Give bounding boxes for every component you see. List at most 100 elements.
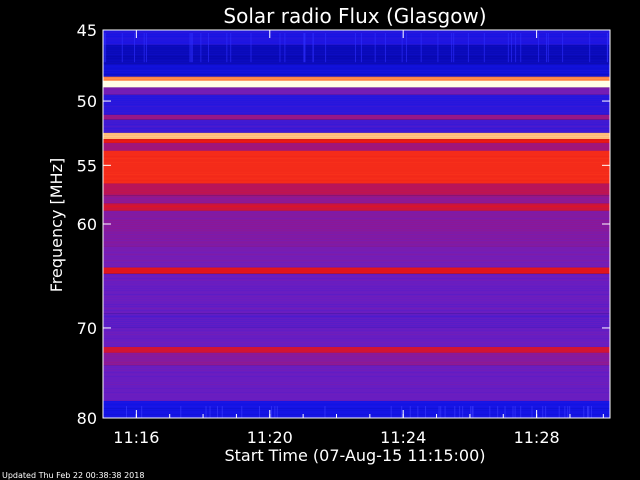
noise-streak bbox=[390, 406, 392, 418]
noise-streak bbox=[103, 270, 610, 271]
noise-streak bbox=[189, 32, 191, 63]
noise-streak bbox=[103, 72, 610, 73]
noise-streak bbox=[103, 208, 610, 209]
noise-streak bbox=[103, 62, 610, 63]
noise-streak bbox=[103, 32, 610, 33]
noise-streak bbox=[103, 306, 610, 307]
noise-streak bbox=[103, 312, 610, 313]
noise-streak bbox=[103, 176, 610, 177]
noise-streak bbox=[103, 308, 610, 309]
noise-streak bbox=[103, 332, 610, 333]
noise-streak bbox=[103, 252, 610, 253]
noise-streak bbox=[241, 406, 243, 418]
noise-streak bbox=[405, 32, 407, 63]
frequency-band bbox=[103, 273, 610, 314]
noise-streak bbox=[417, 406, 419, 418]
noise-streak bbox=[103, 104, 610, 105]
plot-area bbox=[103, 30, 610, 418]
noise-streak bbox=[103, 286, 610, 287]
noise-streak bbox=[103, 260, 610, 261]
noise-streak bbox=[103, 98, 610, 99]
noise-streak bbox=[354, 32, 356, 63]
y-axis: 45 50 55 60 70 80 bbox=[77, 21, 610, 428]
noise-streak bbox=[103, 80, 610, 81]
noise-streak bbox=[103, 60, 610, 61]
noise-streak bbox=[103, 54, 610, 55]
noise-streak bbox=[512, 406, 514, 418]
noise-streak bbox=[583, 406, 585, 418]
noise-streak bbox=[103, 254, 610, 255]
noise-streak bbox=[103, 128, 610, 129]
spectrogram-noise bbox=[103, 30, 610, 418]
noise-streak bbox=[103, 392, 610, 393]
noise-streak bbox=[284, 32, 286, 63]
noise-streak bbox=[103, 84, 610, 85]
frequency-band bbox=[103, 114, 610, 120]
noise-streak bbox=[103, 336, 610, 337]
noise-streak bbox=[409, 406, 411, 418]
noise-streak bbox=[103, 198, 610, 199]
noise-streak bbox=[103, 164, 610, 165]
noise-streak bbox=[103, 362, 610, 363]
noise-streak bbox=[103, 292, 610, 293]
frequency-band bbox=[103, 365, 610, 401]
noise-streak bbox=[103, 138, 610, 139]
noise-streak bbox=[103, 58, 610, 59]
noise-streak bbox=[103, 400, 610, 401]
noise-streak bbox=[103, 172, 610, 173]
noise-streak bbox=[103, 366, 610, 367]
noise-streak bbox=[562, 32, 564, 63]
noise-streak bbox=[103, 150, 610, 151]
noise-streak bbox=[103, 206, 610, 207]
y-tick-label: 55 bbox=[77, 156, 97, 175]
noise-streak bbox=[312, 32, 314, 63]
noise-streak bbox=[103, 212, 610, 213]
noise-streak bbox=[360, 32, 362, 63]
noise-streak bbox=[141, 406, 143, 418]
noise-streak bbox=[190, 32, 192, 63]
noise-streak bbox=[103, 102, 610, 103]
noise-streak bbox=[103, 220, 610, 221]
noise-streak bbox=[103, 126, 610, 127]
y-tick-label: 70 bbox=[77, 319, 97, 338]
noise-streak bbox=[459, 406, 461, 418]
noise-streak bbox=[103, 248, 610, 249]
noise-streak bbox=[209, 406, 211, 418]
noise-streak bbox=[497, 406, 499, 418]
noise-streak bbox=[325, 32, 327, 63]
noise-streak bbox=[205, 406, 207, 418]
noise-streak bbox=[103, 194, 610, 195]
noise-streak bbox=[103, 134, 610, 135]
noise-streak bbox=[103, 92, 610, 93]
noise-streak bbox=[230, 32, 232, 63]
noise-streak bbox=[472, 406, 474, 418]
noise-streak bbox=[103, 390, 610, 391]
noise-streak bbox=[438, 406, 440, 418]
noise-streak bbox=[103, 268, 610, 269]
noise-streak bbox=[103, 78, 610, 79]
noise-streak bbox=[103, 290, 610, 291]
noise-streak bbox=[103, 320, 610, 321]
noise-streak bbox=[103, 354, 610, 355]
y-axis-label: Frequency [MHz] bbox=[47, 158, 66, 292]
noise-streak bbox=[558, 406, 560, 418]
noise-streak bbox=[103, 130, 610, 131]
noise-streak bbox=[103, 376, 610, 377]
noise-streak bbox=[126, 406, 128, 418]
noise-streak bbox=[103, 38, 610, 39]
noise-streak bbox=[103, 96, 610, 97]
noise-streak bbox=[103, 148, 610, 149]
noise-streak bbox=[103, 210, 610, 211]
noise-streak bbox=[467, 32, 469, 63]
noise-streak bbox=[103, 154, 610, 155]
frequency-band bbox=[103, 80, 610, 88]
noise-streak bbox=[103, 298, 610, 299]
noise-streak bbox=[103, 106, 610, 107]
updated-timestamp: Updated Thu Feb 22 00:38:38 2018 bbox=[2, 471, 144, 480]
noise-streak bbox=[531, 406, 533, 418]
noise-streak bbox=[103, 364, 610, 365]
noise-streak bbox=[276, 406, 278, 418]
noise-streak bbox=[103, 236, 610, 237]
x-tick-label: 11:24 bbox=[380, 428, 426, 447]
noise-streak bbox=[103, 152, 610, 153]
